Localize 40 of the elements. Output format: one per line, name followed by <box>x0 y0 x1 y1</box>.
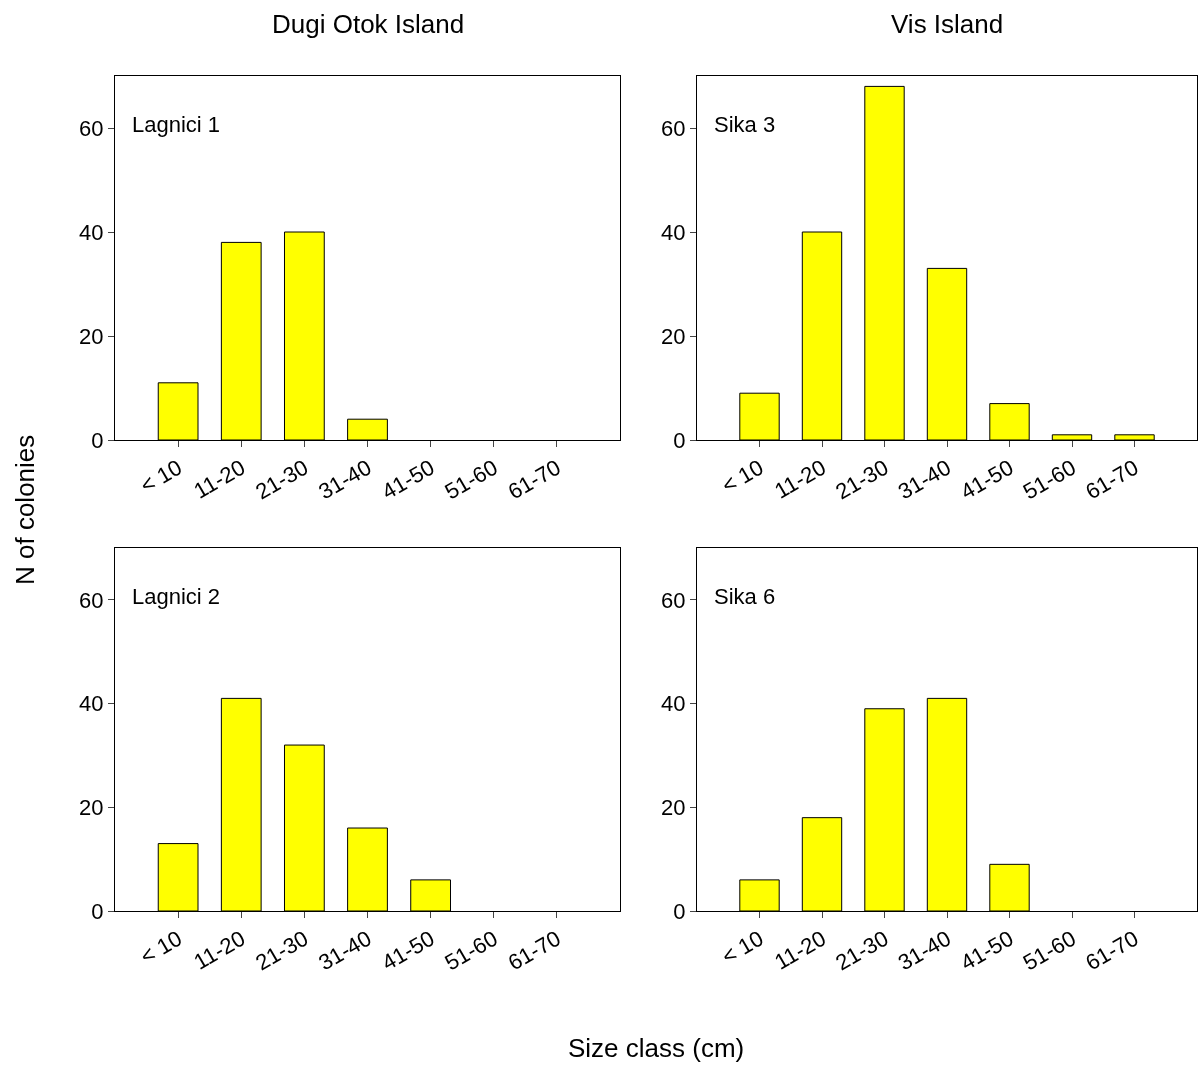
y-tick-label: 60 <box>661 587 686 613</box>
y-tick-label: 60 <box>79 115 104 141</box>
x-tick-label: 31-40 <box>893 925 955 976</box>
y-tick-label: 20 <box>661 794 686 820</box>
x-tick-label: 41-50 <box>377 925 439 976</box>
y-tick-label: 0 <box>673 427 686 453</box>
x-tick-label: 31-40 <box>314 925 376 976</box>
x-axis-title: Size class (cm) <box>568 1033 745 1063</box>
y-tick-label: 0 <box>673 898 686 924</box>
x-tick-label: 61-70 <box>503 925 565 976</box>
y-tick-label: 40 <box>79 691 104 717</box>
x-tick-label: 41-50 <box>377 454 439 505</box>
y-tick-label: 0 <box>91 427 104 453</box>
y-tick-label: 0 <box>91 898 104 924</box>
x-tick-label: < 10 <box>717 925 768 969</box>
y-tick-label: 20 <box>79 323 104 349</box>
y-axis-title: N of colonies <box>10 434 40 585</box>
chart-title: Dugi Otok Island <box>272 9 465 39</box>
x-tick-label: 61-70 <box>503 454 565 505</box>
y-tick-label: 40 <box>79 219 104 245</box>
x-tick-label: 41-50 <box>956 454 1018 505</box>
y-tick-label: 60 <box>79 587 104 613</box>
y-tick-label: 20 <box>79 794 104 820</box>
y-tick-label: 60 <box>661 115 686 141</box>
y-tick-label: 40 <box>661 219 686 245</box>
x-tick-label: < 10 <box>136 454 187 498</box>
x-tick-label: 31-40 <box>893 454 955 505</box>
x-tick-label: < 10 <box>136 925 187 969</box>
x-tick-label: 61-70 <box>1081 925 1143 976</box>
x-tick-label: 61-70 <box>1081 454 1143 505</box>
annotation: Lagnici 1 <box>132 112 221 137</box>
x-tick-label: 41-50 <box>956 925 1018 976</box>
annotation: Sika 3 <box>714 112 776 137</box>
chart-title: Vis Island <box>891 9 1004 39</box>
annotation: Sika 6 <box>714 584 776 609</box>
x-tick-label: 31-40 <box>314 454 376 505</box>
y-tick-label: 20 <box>661 323 686 349</box>
x-tick-label: < 10 <box>717 454 768 498</box>
y-tick-label: 40 <box>661 691 686 717</box>
annotation: Lagnici 2 <box>132 584 221 609</box>
